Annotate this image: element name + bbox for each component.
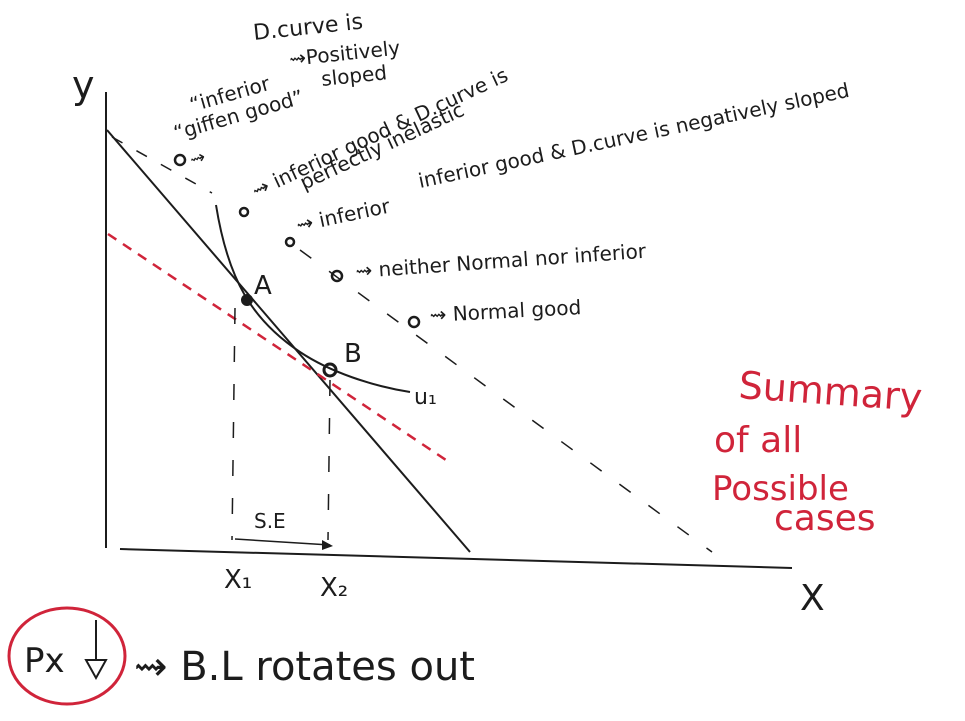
compensated-budget-line [107, 232, 447, 462]
x1-label: X₁ [224, 565, 252, 595]
bl-rotates-label: ⇝ B.L rotates out [134, 644, 475, 690]
x1-guide [231, 307, 236, 541]
se-label: S.E [254, 509, 286, 533]
giffen-arrow: ⇝ [188, 146, 208, 170]
x2-label: X₂ [320, 573, 348, 603]
y-axis-label: y [72, 63, 95, 107]
ray-giffen [111, 136, 213, 194]
se-arrow [234, 538, 331, 546]
point-b [322, 362, 338, 378]
se-arrowhead [322, 540, 333, 550]
ray-normal [299, 249, 713, 553]
budget-line [106, 129, 471, 553]
x-axis-label: X [800, 578, 825, 619]
px-label: Px [24, 641, 65, 681]
point-b-label: B [344, 339, 362, 369]
point-a [241, 294, 253, 306]
px-down-arrow-head [84, 659, 108, 681]
x-axis [119, 548, 793, 569]
px-circle [7, 606, 127, 706]
summary-line1: Summary [737, 363, 923, 420]
indifference-curve-u1 [215, 204, 411, 393]
summary-line3: Possible [712, 469, 849, 509]
summary-line4: cases [774, 498, 876, 539]
marker-inelastic [238, 206, 250, 218]
neither-label: ⇝ neither Normal nor inferior [355, 239, 648, 283]
marker-neither [330, 269, 344, 283]
marker-giffen [173, 153, 187, 167]
normal-label: ⇝ Normal good [429, 295, 582, 327]
marker-normal [407, 315, 421, 329]
inferior-arrow-label: ⇝ inferior [294, 194, 393, 237]
u1-label: u₁ [414, 385, 437, 410]
point-a-label: A [254, 271, 272, 301]
x2-guide [327, 379, 331, 541]
summary-line2: of all [714, 420, 802, 461]
marker-inferior [284, 236, 296, 248]
